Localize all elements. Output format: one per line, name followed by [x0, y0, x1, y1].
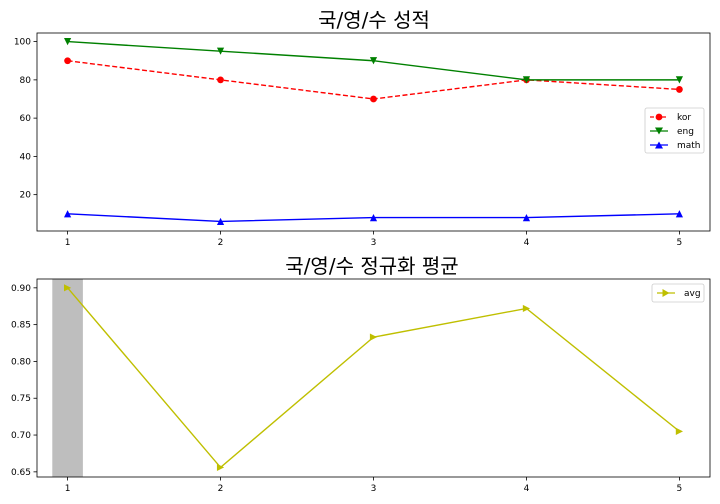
legend-label-eng: eng [677, 127, 694, 137]
x-tick-label: 1 [65, 484, 71, 494]
x-tick-label: 3 [371, 238, 377, 248]
legend-marker-avg [662, 289, 670, 297]
y-tick-label: 0.80 [11, 357, 31, 367]
data-point-eng [675, 76, 684, 84]
x-tick-label: 4 [524, 238, 530, 248]
chart-bottom: 국/영/수 정규화 평균 1 2 3 4 5 0.65 0.70 0.75 0.80 0.85 0.… [11, 254, 711, 494]
y-tick-label: 40 [20, 152, 32, 162]
data-point-eng [369, 57, 378, 65]
chart-bottom-legend: avg [651, 283, 705, 303]
data-point-kor [217, 76, 224, 84]
data-point-kor [64, 57, 71, 65]
y-tick-label: 0.75 [11, 394, 31, 404]
y-tick-label: 100 [14, 38, 31, 48]
legend-item-kor: kor [650, 113, 691, 123]
data-point-math [369, 214, 378, 222]
legend-marker-eng [655, 127, 663, 135]
data-point-kor [370, 95, 377, 103]
legend-item-eng: eng [650, 127, 694, 137]
data-point-avg [522, 304, 531, 313]
x-tick-label: 5 [677, 484, 683, 494]
legend-label-math: math [677, 141, 701, 151]
y-tick-label: 80 [20, 76, 32, 86]
chart-top-axes: 1 2 3 4 5 20 40 60 80 100 [14, 38, 682, 248]
legend-label-kor: kor [677, 113, 691, 123]
x-tick-label: 3 [371, 484, 377, 494]
legend-label-avg: avg [684, 289, 701, 299]
chart-top-plot-area [63, 38, 684, 226]
data-point-avg [63, 284, 72, 292]
chart-bottom-plot-area [52, 279, 684, 477]
data-point-avg [675, 427, 684, 435]
x-tick-label: 2 [218, 238, 224, 248]
data-point-math [216, 217, 225, 226]
y-tick-label: 0.65 [11, 468, 31, 478]
data-point-math [675, 210, 684, 218]
x-tick-label: 5 [677, 238, 683, 248]
chart-top-legend: kor eng math [644, 107, 705, 154]
data-point-kor [676, 86, 683, 93]
x-tick-label: 4 [524, 484, 530, 494]
y-tick-label: 0.85 [11, 321, 31, 331]
y-tick-label: 20 [20, 191, 32, 201]
chart-top-title: 국/영/수 성적 [318, 8, 430, 32]
x-tick-label: 1 [65, 238, 71, 248]
legend-marker-kor [655, 113, 663, 121]
data-point-eng [522, 76, 531, 84]
data-point-eng [63, 38, 72, 46]
legend-item-avg: avg [657, 289, 701, 299]
data-point-math [63, 210, 72, 218]
y-tick-label: 0.90 [11, 284, 31, 294]
data-point-math [522, 214, 531, 222]
chart-bottom-axes: 1 2 3 4 5 0.65 0.70 0.75 0.80 0.85 0.90 [11, 284, 682, 494]
highlight-span [52, 279, 83, 477]
y-tick-label: 60 [20, 114, 32, 124]
x-tick-label: 2 [218, 484, 224, 494]
data-point-avg [216, 463, 225, 472]
chart-bottom-legend-box [651, 283, 705, 303]
data-point-eng [216, 47, 225, 55]
legend-marker-math [655, 141, 663, 149]
data-point-avg [369, 333, 378, 341]
chart-top: 국/영/수 성적 1 2 3 4 5 20 40 60 80 100 kor eng math [14, 8, 711, 248]
chart-bottom-title: 국/영/수 정규화 평균 [285, 254, 458, 278]
legend-item-math: math [650, 141, 701, 151]
y-tick-label: 0.70 [11, 431, 31, 441]
